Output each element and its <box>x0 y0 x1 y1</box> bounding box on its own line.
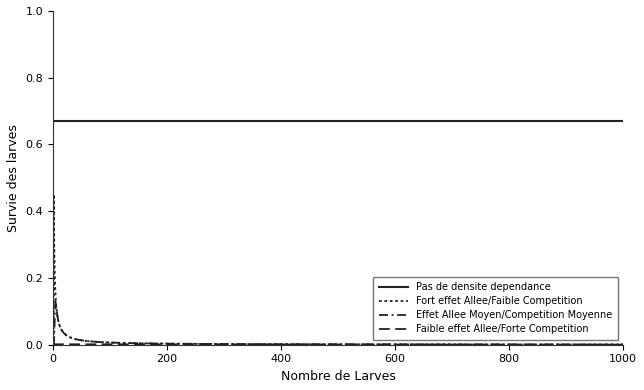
X-axis label: Nombre de Larves: Nombre de Larves <box>281 370 395 383</box>
Y-axis label: Survie des larves: Survie des larves <box>7 124 20 232</box>
Legend: Pas de densite dependance, Fort effet Allee/Faible Competition, Effet Allee Moye: Pas de densite dependance, Fort effet Al… <box>374 277 618 340</box>
